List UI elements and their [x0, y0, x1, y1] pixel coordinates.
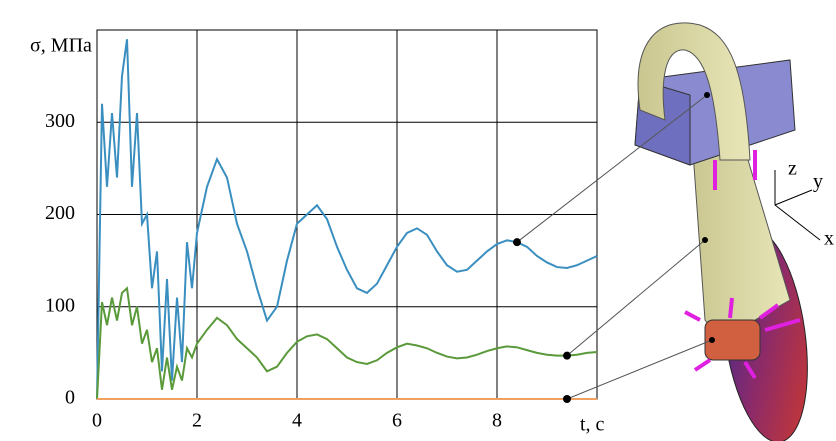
x-tick-label: 4	[292, 410, 302, 432]
probe-dot	[709, 337, 715, 343]
leader-line	[567, 240, 705, 356]
probe-dot	[704, 92, 710, 98]
probe-dot	[563, 352, 571, 360]
x-tick-label: 8	[492, 410, 502, 432]
x-tick-label: 0	[92, 410, 102, 432]
mesh-illustration: z y x	[635, 23, 834, 441]
y-tick-label: 300	[45, 110, 75, 132]
x-tick-label: 2	[192, 410, 202, 432]
chart: z y x σ, МПа t, с 0 100 200 300 0 2 4 6 8	[0, 0, 836, 441]
x-tick-label: 6	[392, 410, 402, 432]
x-axis-label: t, с	[580, 414, 605, 436]
probe-dot	[513, 238, 521, 246]
y-tick-label: 100	[45, 294, 75, 316]
triad-label: y	[813, 171, 823, 193]
leader-line	[567, 340, 712, 399]
y-tick-label: 200	[45, 202, 75, 224]
y-axis-label: σ, МПа	[30, 35, 92, 57]
triad-label: z	[788, 158, 797, 180]
leader-line	[517, 95, 707, 242]
series-line	[97, 288, 597, 399]
probe-dot	[563, 395, 571, 403]
probe-dot	[702, 237, 708, 243]
y-tick-label: 0	[65, 387, 75, 409]
page: {"chart_data": {"type": "line", "y_label…	[0, 0, 836, 441]
triad-label: x	[824, 228, 834, 250]
series-line	[97, 39, 597, 399]
